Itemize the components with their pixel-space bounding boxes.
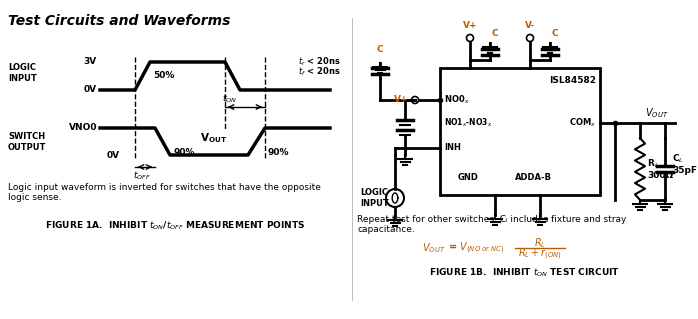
Text: FIGURE 1A.  INHIBIT $t_{ON}$/$t_{OFF}$ MEASUREMENT POINTS: FIGURE 1A. INHIBIT $t_{ON}$/$t_{OFF}$ ME…: [45, 220, 305, 232]
Text: Logic input waveform is inverted for switches that have the opposite
logic sense: Logic input waveform is inverted for swi…: [8, 183, 321, 202]
Text: 0V: 0V: [107, 151, 120, 160]
Text: $V_{OUT}$: $V_{OUT}$: [645, 106, 669, 120]
Text: 90%: 90%: [268, 148, 290, 157]
Text: 3V: 3V: [84, 57, 97, 66]
Text: LOGIC
INPUT: LOGIC INPUT: [360, 188, 389, 208]
Text: $\mathbf{V_{OUT}}$: $\mathbf{V_{OUT}}$: [200, 131, 228, 145]
Text: Test Circuits and Waveforms: Test Circuits and Waveforms: [8, 14, 230, 28]
Text: 90%: 90%: [173, 148, 195, 157]
Text: FIGURE 1B.  INHIBIT $t_{ON}$ TEST CIRCUIT: FIGURE 1B. INHIBIT $t_{ON}$ TEST CIRCUIT: [429, 267, 621, 279]
Text: 50%: 50%: [153, 71, 174, 80]
Text: $t_f$ < 20ns: $t_f$ < 20ns: [298, 66, 341, 78]
Text: 0V: 0V: [84, 85, 97, 94]
Text: C: C: [377, 46, 383, 55]
Text: C$_L$
35pF: C$_L$ 35pF: [672, 152, 697, 175]
Text: $R_L + r_{(ON)}$: $R_L + r_{(ON)}$: [518, 246, 562, 262]
Text: Repeat test for other switches. Cₗ includes fixture and stray
capacitance.: Repeat test for other switches. Cₗ inclu…: [357, 215, 626, 234]
Text: V+: V+: [394, 95, 409, 105]
Text: $t_{ON}$: $t_{ON}$: [222, 93, 237, 105]
Text: = $V_{(NO\ or\ NC)}$: = $V_{(NO\ or\ NC)}$: [448, 240, 505, 256]
Text: GND: GND: [458, 174, 479, 182]
Text: ISL84582: ISL84582: [549, 76, 596, 85]
Text: COM$_x$: COM$_x$: [569, 117, 596, 129]
Text: $V_{OUT}$: $V_{OUT}$: [422, 241, 445, 255]
Text: SWITCH
OUTPUT: SWITCH OUTPUT: [8, 132, 46, 152]
Text: INH: INH: [444, 144, 461, 152]
Text: NO0$_x$: NO0$_x$: [444, 94, 470, 106]
Text: C: C: [492, 29, 498, 39]
Text: VNO0: VNO0: [68, 123, 97, 132]
Text: V+: V+: [463, 21, 477, 30]
Text: LOGIC
INPUT: LOGIC INPUT: [8, 63, 37, 83]
Text: $R_L$: $R_L$: [534, 236, 546, 250]
Text: $t_r$ < 20ns: $t_r$ < 20ns: [298, 56, 341, 68]
Text: ADDA-B: ADDA-B: [515, 174, 552, 182]
Text: $t_{OFF}$: $t_{OFF}$: [133, 169, 151, 182]
Text: C: C: [552, 29, 558, 39]
Text: NO1$_x$-NO3$_x$: NO1$_x$-NO3$_x$: [444, 117, 492, 129]
Bar: [440, 68, 600, 195]
Text: V-: V-: [525, 21, 535, 30]
Text: R$_L$
300Ω: R$_L$ 300Ω: [647, 158, 673, 181]
